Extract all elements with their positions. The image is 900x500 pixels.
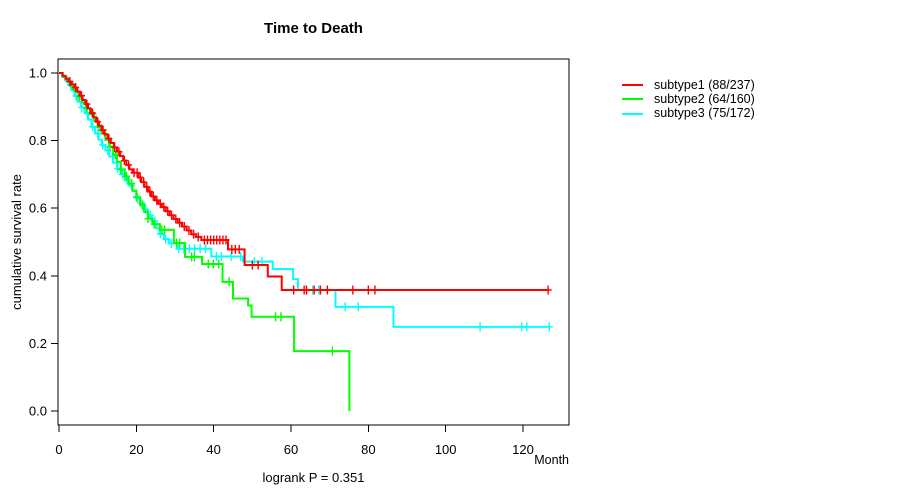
svg-text:1.0: 1.0 — [29, 66, 47, 81]
svg-text:100: 100 — [435, 442, 457, 457]
svg-text:0.8: 0.8 — [29, 133, 47, 148]
legend-label: subtype1 (88/237) — [654, 77, 755, 92]
svg-text:0.6: 0.6 — [29, 201, 47, 216]
svg-text:20: 20 — [129, 442, 143, 457]
x-axis-label: Month — [534, 453, 569, 467]
svg-text:0.2: 0.2 — [29, 336, 47, 351]
svg-text:60: 60 — [284, 442, 298, 457]
logrank-pvalue: logrank P = 0.351 — [262, 470, 365, 485]
legend-item-subtype3: subtype3 (75/172) — [622, 107, 755, 121]
svg-text:120: 120 — [512, 442, 534, 457]
legend-label: subtype2 (64/160) — [654, 92, 755, 107]
legend-item-subtype2: subtype2 (64/160) — [622, 92, 755, 106]
legend-line-icon — [622, 84, 643, 87]
svg-text:0: 0 — [55, 442, 62, 457]
legend-line-icon — [622, 112, 643, 115]
legend: subtype1 (88/237) subtype2 (64/160) subt… — [622, 78, 755, 121]
svg-text:0.4: 0.4 — [29, 268, 47, 283]
legend-label: subtype3 (75/172) — [654, 106, 755, 121]
svg-text:0.0: 0.0 — [29, 404, 47, 419]
svg-text:40: 40 — [206, 442, 220, 457]
legend-item-subtype1: subtype1 (88/237) — [622, 78, 755, 92]
legend-line-icon — [622, 98, 643, 101]
svg-text:80: 80 — [361, 442, 375, 457]
chart-title: Time to Death — [264, 20, 363, 37]
